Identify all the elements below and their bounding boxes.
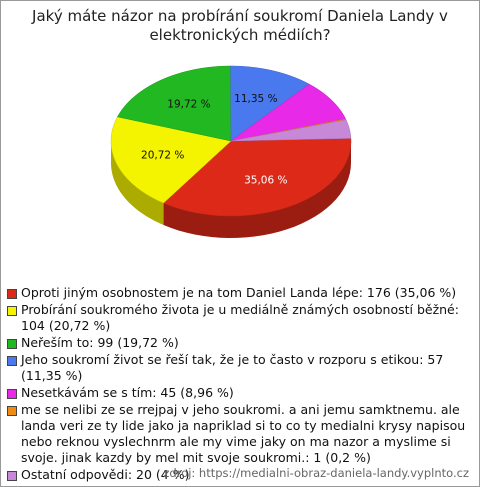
- legend-item: Nesetkávám se s tím: 45 (8,96 %): [7, 385, 469, 401]
- legend-item: Ostatní odpovědi: 20 (4 %): [7, 467, 469, 483]
- slice-side: [163, 141, 351, 238]
- chart-title: Jaký máte názor na probírání soukromí Da…: [32, 7, 448, 44]
- value-label: 35,06 %: [244, 174, 287, 186]
- value-label: 11,35 %: [234, 93, 277, 105]
- legend-swatch: [7, 306, 17, 316]
- legend-item: Probírání soukromého života je u mediáln…: [7, 302, 469, 334]
- slice: [230, 119, 352, 142]
- slice-side: [111, 141, 164, 226]
- legend-swatch: [7, 406, 17, 416]
- value-label: 20,72 %: [141, 149, 184, 161]
- slice: [230, 83, 347, 142]
- legend-label: Probírání soukromého života je u mediáln…: [21, 302, 459, 333]
- legend-label: me se nelibi ze se rrejpaj v jeho soukro…: [21, 402, 466, 465]
- legend-label: Oproti jiným osobnostem je na tom Daniel…: [21, 285, 457, 300]
- legend-swatch: [7, 289, 17, 299]
- source: zdroj: https://medialni-obraz-daniela-la…: [163, 466, 469, 480]
- legend-item: Jeho soukromí život se řeší tak, že je t…: [7, 352, 469, 384]
- legend-swatch: [7, 356, 17, 366]
- legend-label: Neřeším to: 99 (19,72 %): [21, 335, 179, 350]
- pie: 35,06 % 20,72 % 19,72 % 11,35 %: [110, 65, 352, 238]
- legend-swatch: [7, 389, 17, 399]
- value-label: 19,72 %: [167, 98, 210, 110]
- legend-item: Oproti jiným osobnostem je na tom Daniel…: [7, 285, 469, 301]
- slice: [163, 138, 352, 217]
- slice: [110, 116, 232, 204]
- slice: [230, 65, 310, 142]
- legend-label: Jeho soukromí život se řeší tak, že je t…: [21, 352, 444, 383]
- legend-item: Neřeším to: 99 (19,72 %): [7, 335, 469, 351]
- slice: [117, 65, 232, 142]
- legend-label: Nesetkávám se s tím: 45 (8,96 %): [21, 385, 234, 400]
- legend-swatch: [7, 339, 17, 349]
- legend-item: me se nelibi ze se rrejpaj v jeho soukro…: [7, 402, 469, 466]
- legend: Oproti jiným osobnostem je na tom Daniel…: [7, 285, 469, 484]
- legend-label: Ostatní odpovědi: 20 (4 %): [21, 467, 190, 482]
- legend-swatch: [7, 471, 17, 481]
